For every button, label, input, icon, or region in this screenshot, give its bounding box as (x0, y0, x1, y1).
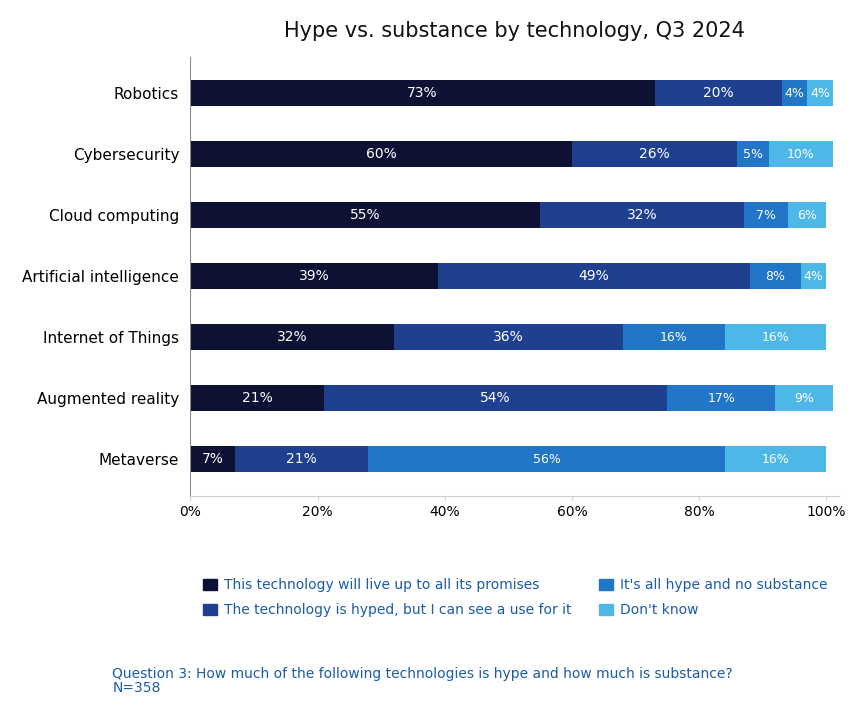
Bar (190, 142, 572, 167)
Bar (788, 202, 826, 228)
Bar (394, 324, 623, 350)
Text: 21%: 21% (286, 452, 317, 466)
Legend: This technology will live up to all its promises, The technology is hyped, but I: This technology will live up to all its … (197, 573, 833, 623)
Bar (190, 81, 655, 106)
Text: 20%: 20% (703, 86, 734, 101)
Bar (782, 81, 807, 106)
Bar (540, 202, 744, 228)
Title: Hype vs. substance by technology, Q3 2024: Hype vs. substance by technology, Q3 202… (285, 21, 745, 41)
Text: 73%: 73% (407, 86, 438, 101)
Bar (750, 263, 801, 289)
Text: N=358: N=358 (112, 681, 161, 695)
Text: 10%: 10% (787, 148, 815, 161)
Text: 5%: 5% (743, 148, 763, 161)
Text: 8%: 8% (766, 270, 785, 282)
Text: 9%: 9% (794, 392, 814, 404)
Bar (190, 263, 439, 289)
Text: 7%: 7% (756, 209, 776, 222)
Text: 16%: 16% (660, 331, 688, 343)
Text: 4%: 4% (785, 86, 804, 100)
Text: 39%: 39% (299, 269, 330, 283)
Text: Question 3: How much of the following technologies is hype and how much is subst: Question 3: How much of the following te… (112, 667, 733, 681)
Text: 16%: 16% (761, 452, 790, 466)
Bar (190, 202, 540, 228)
Bar (572, 142, 737, 167)
Bar (190, 446, 234, 472)
Text: 32%: 32% (626, 208, 657, 222)
Text: 56%: 56% (533, 452, 561, 466)
Text: 21%: 21% (241, 391, 272, 405)
Bar (190, 324, 394, 350)
Text: 26%: 26% (639, 147, 670, 161)
Text: 60%: 60% (366, 147, 396, 161)
Bar (190, 385, 324, 411)
Text: 49%: 49% (579, 269, 610, 283)
Bar (769, 142, 833, 167)
Bar (439, 263, 750, 289)
Bar (234, 446, 368, 472)
Text: 54%: 54% (480, 391, 511, 405)
Bar (737, 142, 769, 167)
Bar (725, 446, 826, 472)
Bar (725, 324, 826, 350)
Text: 16%: 16% (761, 331, 790, 343)
Text: 4%: 4% (804, 270, 823, 282)
Text: 55%: 55% (350, 208, 381, 222)
Bar (667, 385, 775, 411)
Bar (801, 263, 826, 289)
Bar (807, 81, 833, 106)
Text: 17%: 17% (708, 392, 735, 404)
Bar (775, 385, 833, 411)
Text: 7%: 7% (202, 452, 223, 466)
Text: 36%: 36% (493, 330, 523, 344)
Bar (744, 202, 788, 228)
Text: 6%: 6% (798, 209, 817, 222)
Text: 32%: 32% (277, 330, 307, 344)
Bar (655, 81, 782, 106)
Bar (368, 446, 725, 472)
Bar (623, 324, 725, 350)
Bar (324, 385, 667, 411)
Text: 4%: 4% (810, 86, 830, 100)
